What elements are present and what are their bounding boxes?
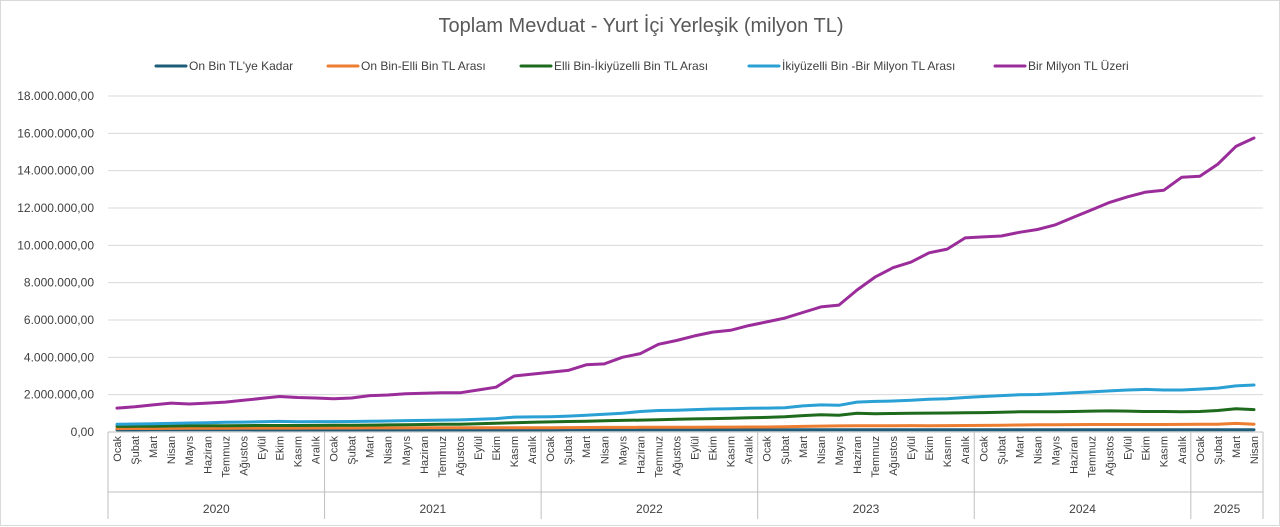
x-tick-label: Nisan [599, 436, 611, 464]
x-tick-label: Ocak [762, 436, 774, 462]
x-tick-label: Temmuz [437, 436, 449, 478]
x-tick-label: Haziran [1069, 436, 1081, 474]
x-tick-label: Kasım [1159, 436, 1171, 467]
legend-label: On Bin TL'ye Kadar [189, 59, 293, 73]
x-tick-label: Aralık [744, 436, 756, 465]
y-tick-label: 14.000.000,00 [17, 164, 94, 178]
x-tick-label: Şubat [996, 436, 1008, 465]
x-tick-label: Mayıs [834, 436, 846, 466]
y-tick-label: 4.000.000,00 [24, 350, 94, 364]
x-tick-label: Eylül [473, 436, 485, 460]
y-tick-label: 10.000.000,00 [17, 238, 94, 252]
x-tick-label: Şubat [347, 436, 359, 465]
x-tick-label: Kasım [726, 436, 738, 467]
legend-label: Bir Milyon TL Üzeri [1028, 59, 1129, 73]
y-tick-label: 18.000.000,00 [17, 89, 94, 103]
x-tick-label: Ocak [545, 436, 557, 462]
x-tick-label: Şubat [563, 436, 575, 465]
year-label: 2025 [1214, 502, 1241, 516]
x-tick-label: Mart [148, 436, 160, 458]
legend-label: Elli Bin-İkiyüzelli Bin TL Arası [554, 59, 708, 73]
x-tick-label: Ocak [112, 436, 124, 462]
x-tick-label: Kasım [942, 436, 954, 467]
year-label: 2023 [853, 502, 880, 516]
x-tick-label: Aralık [311, 436, 323, 465]
x-tick-label: Ocak [329, 436, 341, 462]
y-tick-label: 16.000.000,00 [17, 126, 94, 140]
legend-label: On Bin-Elli Bin TL Arası [361, 59, 486, 73]
x-tick-label: Mart [1014, 436, 1026, 458]
x-tick-label: Ağustos [671, 436, 683, 476]
x-tick-label: Haziran [202, 436, 214, 474]
x-tick-label: Mart [365, 436, 377, 458]
x-tick-label: Ekim [491, 436, 503, 460]
y-tick-label: 12.000.000,00 [17, 201, 94, 215]
x-tick-label: Ekim [1141, 436, 1153, 460]
x-tick-label: Mayıs [617, 436, 629, 466]
x-tick-label: Haziran [852, 436, 864, 474]
x-tick-label: Ağustos [455, 436, 467, 476]
y-tick-label: 6.000.000,00 [24, 313, 94, 327]
x-tick-label: Temmuz [653, 436, 665, 478]
x-tick-label: Mayıs [1050, 436, 1062, 466]
x-tick-label: Ocak [1195, 436, 1207, 462]
year-label: 2021 [419, 502, 446, 516]
y-tick-label: 0,00 [71, 425, 95, 439]
year-label: 2024 [1069, 502, 1096, 516]
x-tick-label: Şubat [1213, 436, 1225, 465]
x-tick-label: Ağustos [238, 436, 250, 476]
x-tick-label: Aralık [527, 436, 539, 465]
x-tick-label: Eylül [690, 436, 702, 460]
x-tick-label: Ağustos [888, 436, 900, 476]
x-tick-label: Mayıs [401, 436, 413, 466]
y-tick-label: 2.000.000,00 [24, 388, 94, 402]
x-tick-label: Şubat [130, 436, 142, 465]
x-tick-label: Mayıs [184, 436, 196, 466]
x-tick-label: Ekim [708, 436, 720, 460]
x-tick-label: Eylül [906, 436, 918, 460]
x-tick-label: Aralık [960, 436, 972, 465]
x-tick-label: Ekim [274, 436, 286, 460]
x-tick-label: Haziran [419, 436, 431, 474]
x-tick-label: Şubat [780, 436, 792, 465]
x-tick-label: Temmuz [220, 436, 232, 478]
x-tick-label: Temmuz [1087, 436, 1099, 478]
x-tick-label: Ekim [924, 436, 936, 460]
x-tick-label: Mart [798, 436, 810, 458]
x-tick-label: Aralık [1177, 436, 1189, 465]
x-tick-label: Kasım [509, 436, 521, 467]
x-tick-label: Eylül [256, 436, 268, 460]
year-label: 2020 [203, 502, 230, 516]
x-tick-label: Eylül [1123, 436, 1135, 460]
x-tick-label: Ağustos [1105, 436, 1117, 476]
x-tick-label: Mart [581, 436, 593, 458]
x-tick-label: Nisan [816, 436, 828, 464]
series-line [117, 138, 1254, 408]
x-tick-label: Temmuz [870, 436, 882, 478]
x-tick-label: Nisan [1249, 436, 1261, 464]
legend-label: İkiyüzelli Bin -Bir Milyon TL Arası [782, 59, 955, 73]
x-tick-label: Nisan [383, 436, 395, 464]
year-label: 2022 [636, 502, 663, 516]
x-tick-label: Nisan [1032, 436, 1044, 464]
x-tick-label: Mart [1231, 436, 1243, 458]
y-tick-label: 8.000.000,00 [24, 276, 94, 290]
x-tick-label: Haziran [635, 436, 647, 474]
x-tick-label: Kasım [292, 436, 304, 467]
x-tick-label: Ocak [978, 436, 990, 462]
x-tick-label: Nisan [166, 436, 178, 464]
